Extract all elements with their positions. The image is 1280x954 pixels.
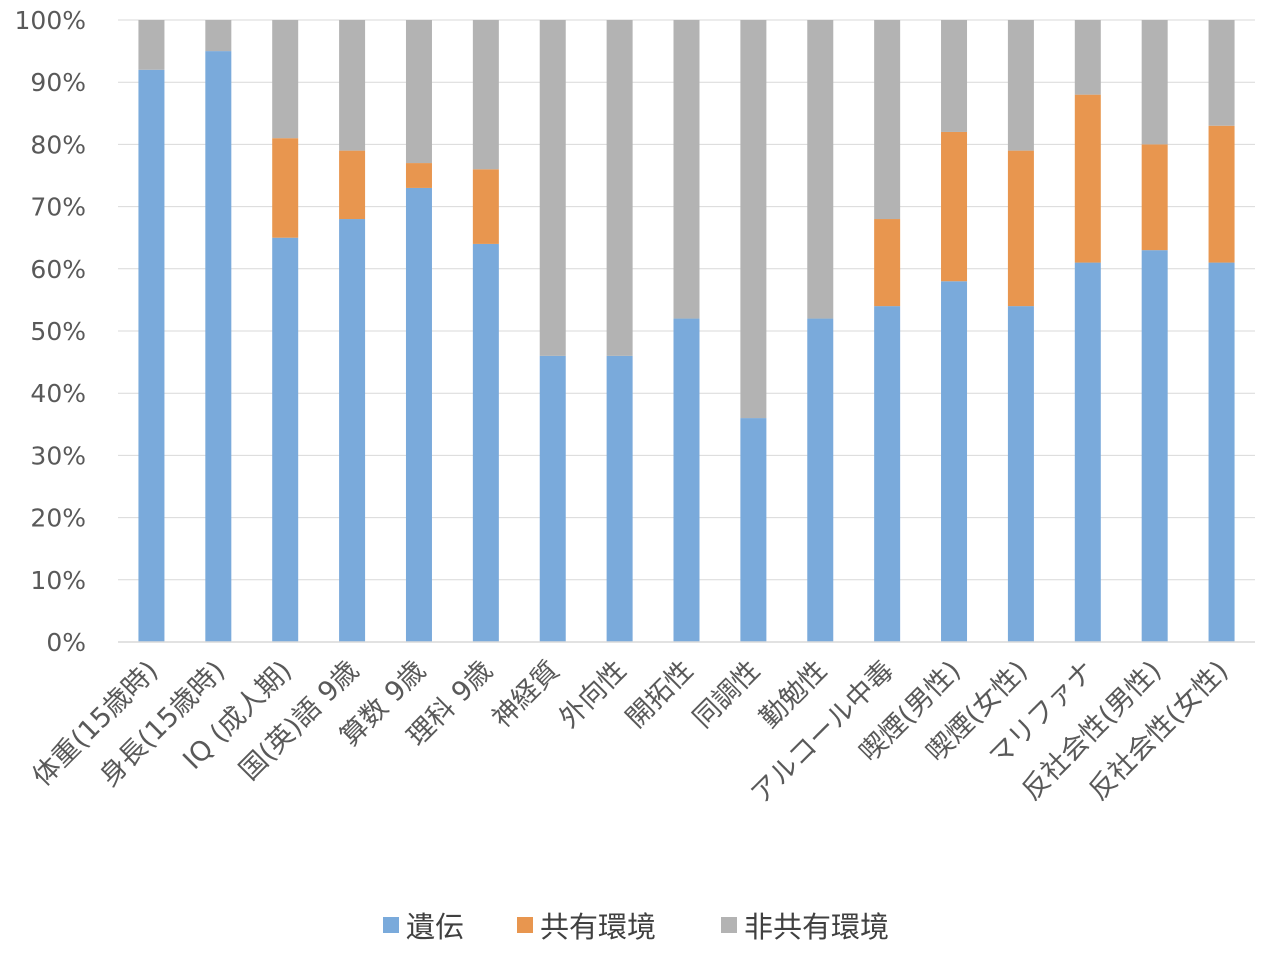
bar-segment-3	[1141, 20, 1168, 145]
bar-segment-1	[874, 306, 901, 642]
bar-segment-1	[1007, 306, 1034, 642]
y-tick-label: 10%	[30, 566, 86, 595]
legend-swatch	[517, 917, 533, 933]
bar-segment-1	[138, 69, 165, 642]
bar-segment-2	[1007, 150, 1034, 307]
bar-segment-3	[673, 20, 700, 319]
legend-label: 非共有環境	[744, 910, 889, 944]
bar-segment-1	[205, 51, 232, 643]
bar-segment-3	[405, 20, 432, 164]
y-tick-label: 20%	[30, 504, 86, 533]
bar-segment-2	[405, 163, 432, 188]
y-axis-ticks: 0% 10% 20% 30% 40% 50% 60% 70% 80% 90% 100%	[15, 6, 86, 657]
bar-segment-3	[874, 20, 901, 220]
y-tick-label: 30%	[30, 441, 86, 470]
bars	[138, 20, 1235, 643]
y-tick-label: 100%	[15, 6, 86, 35]
bar-segment-2	[1141, 144, 1168, 251]
category-label: 同調性	[687, 655, 766, 734]
y-tick-label: 0%	[46, 628, 86, 657]
y-tick-label: 60%	[30, 255, 86, 284]
bar-segment-3	[740, 20, 767, 419]
y-tick-label: 40%	[30, 379, 86, 408]
y-tick-label: 80%	[30, 130, 86, 159]
bar-segment-1	[941, 281, 968, 642]
bar-segment-2	[941, 131, 968, 282]
legend: 遺伝 共有環境 非共有環境	[383, 910, 889, 944]
bar-segment-2	[472, 169, 499, 244]
legend-label: 遺伝	[406, 910, 464, 944]
bar-segment-3	[205, 20, 232, 52]
bar-segment-1	[1074, 262, 1101, 642]
bar-segment-1	[1208, 262, 1235, 642]
bar-segment-1	[606, 355, 633, 642]
bar-segment-3	[472, 20, 499, 170]
bar-segment-1	[539, 355, 566, 642]
category-label: 神経質	[486, 655, 565, 734]
bar-segment-3	[941, 20, 968, 132]
legend-swatch	[721, 917, 737, 933]
bar-segment-3	[1208, 20, 1235, 126]
legend-label: 共有環境	[540, 910, 656, 944]
legend-swatch	[383, 917, 399, 933]
bar-segment-2	[874, 219, 901, 307]
bar-segment-3	[272, 20, 299, 139]
y-tick-label: 70%	[30, 193, 86, 222]
bar-segment-1	[472, 243, 499, 643]
bar-segment-1	[1141, 250, 1168, 642]
bar-segment-2	[1074, 94, 1101, 263]
category-label: 外向性	[553, 655, 632, 734]
bar-segment-1	[272, 237, 299, 642]
bar-segment-3	[539, 20, 566, 356]
bar-segment-3	[1074, 20, 1101, 95]
bar-segment-3	[606, 20, 633, 356]
y-tick-label: 50%	[30, 317, 86, 346]
bar-segment-1	[673, 318, 700, 642]
bar-segment-3	[339, 20, 366, 151]
category-label: 開拓性	[620, 655, 699, 734]
bar-segment-1	[807, 318, 834, 642]
bar-segment-3	[807, 20, 834, 319]
bar-segment-2	[339, 150, 366, 220]
bar-segment-1	[740, 418, 767, 642]
bar-segment-3	[1007, 20, 1034, 151]
y-tick-label: 90%	[30, 68, 86, 97]
bar-segment-2	[1208, 125, 1235, 263]
bar-segment-1	[339, 219, 366, 643]
bar-segment-2	[272, 138, 299, 238]
bar-segment-3	[138, 20, 165, 70]
bar-segment-1	[405, 187, 432, 642]
